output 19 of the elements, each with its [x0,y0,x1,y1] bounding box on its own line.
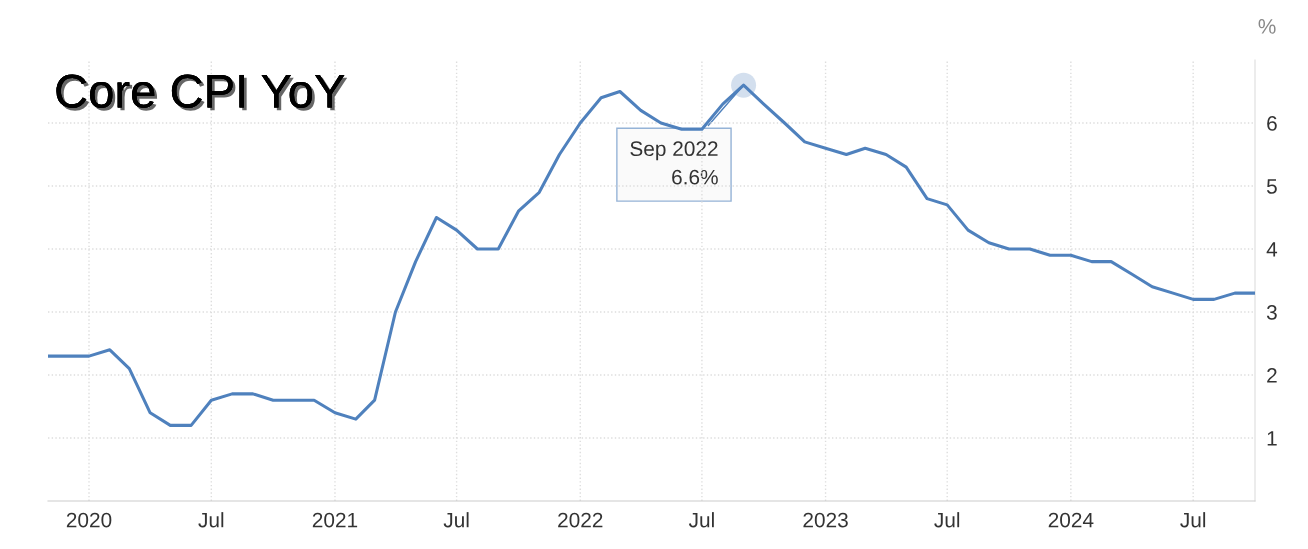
x-tick-label: 2024 [1048,512,1094,528]
y-tick-label: 3 [1266,305,1277,320]
annotation: Sep 2022 6.6% [630,141,718,185]
x-tick-label: Jul [1180,512,1206,528]
x-tick-label: Jul [198,512,224,528]
y-tick-label: 4 [1266,242,1278,257]
x-tick-label: Jul [443,512,469,528]
y-tick-label: 5 [1266,179,1277,194]
x-tick-label: Jul [688,512,714,528]
x-tick-label: 2021 [312,512,358,528]
y-tick-label: 2 [1267,368,1277,383]
y-axis-title: % [1258,19,1276,34]
chart-title: Core CPI YoY [56,74,348,111]
x-tick-label: Jul [934,512,960,528]
y-tick-label: 6 [1267,116,1277,131]
x-tick-label: 2020 [66,512,112,528]
x-tick-label: 2022 [558,512,603,528]
y-tick-label: 1 [1267,431,1277,446]
x-tick-label: 2023 [803,512,848,528]
